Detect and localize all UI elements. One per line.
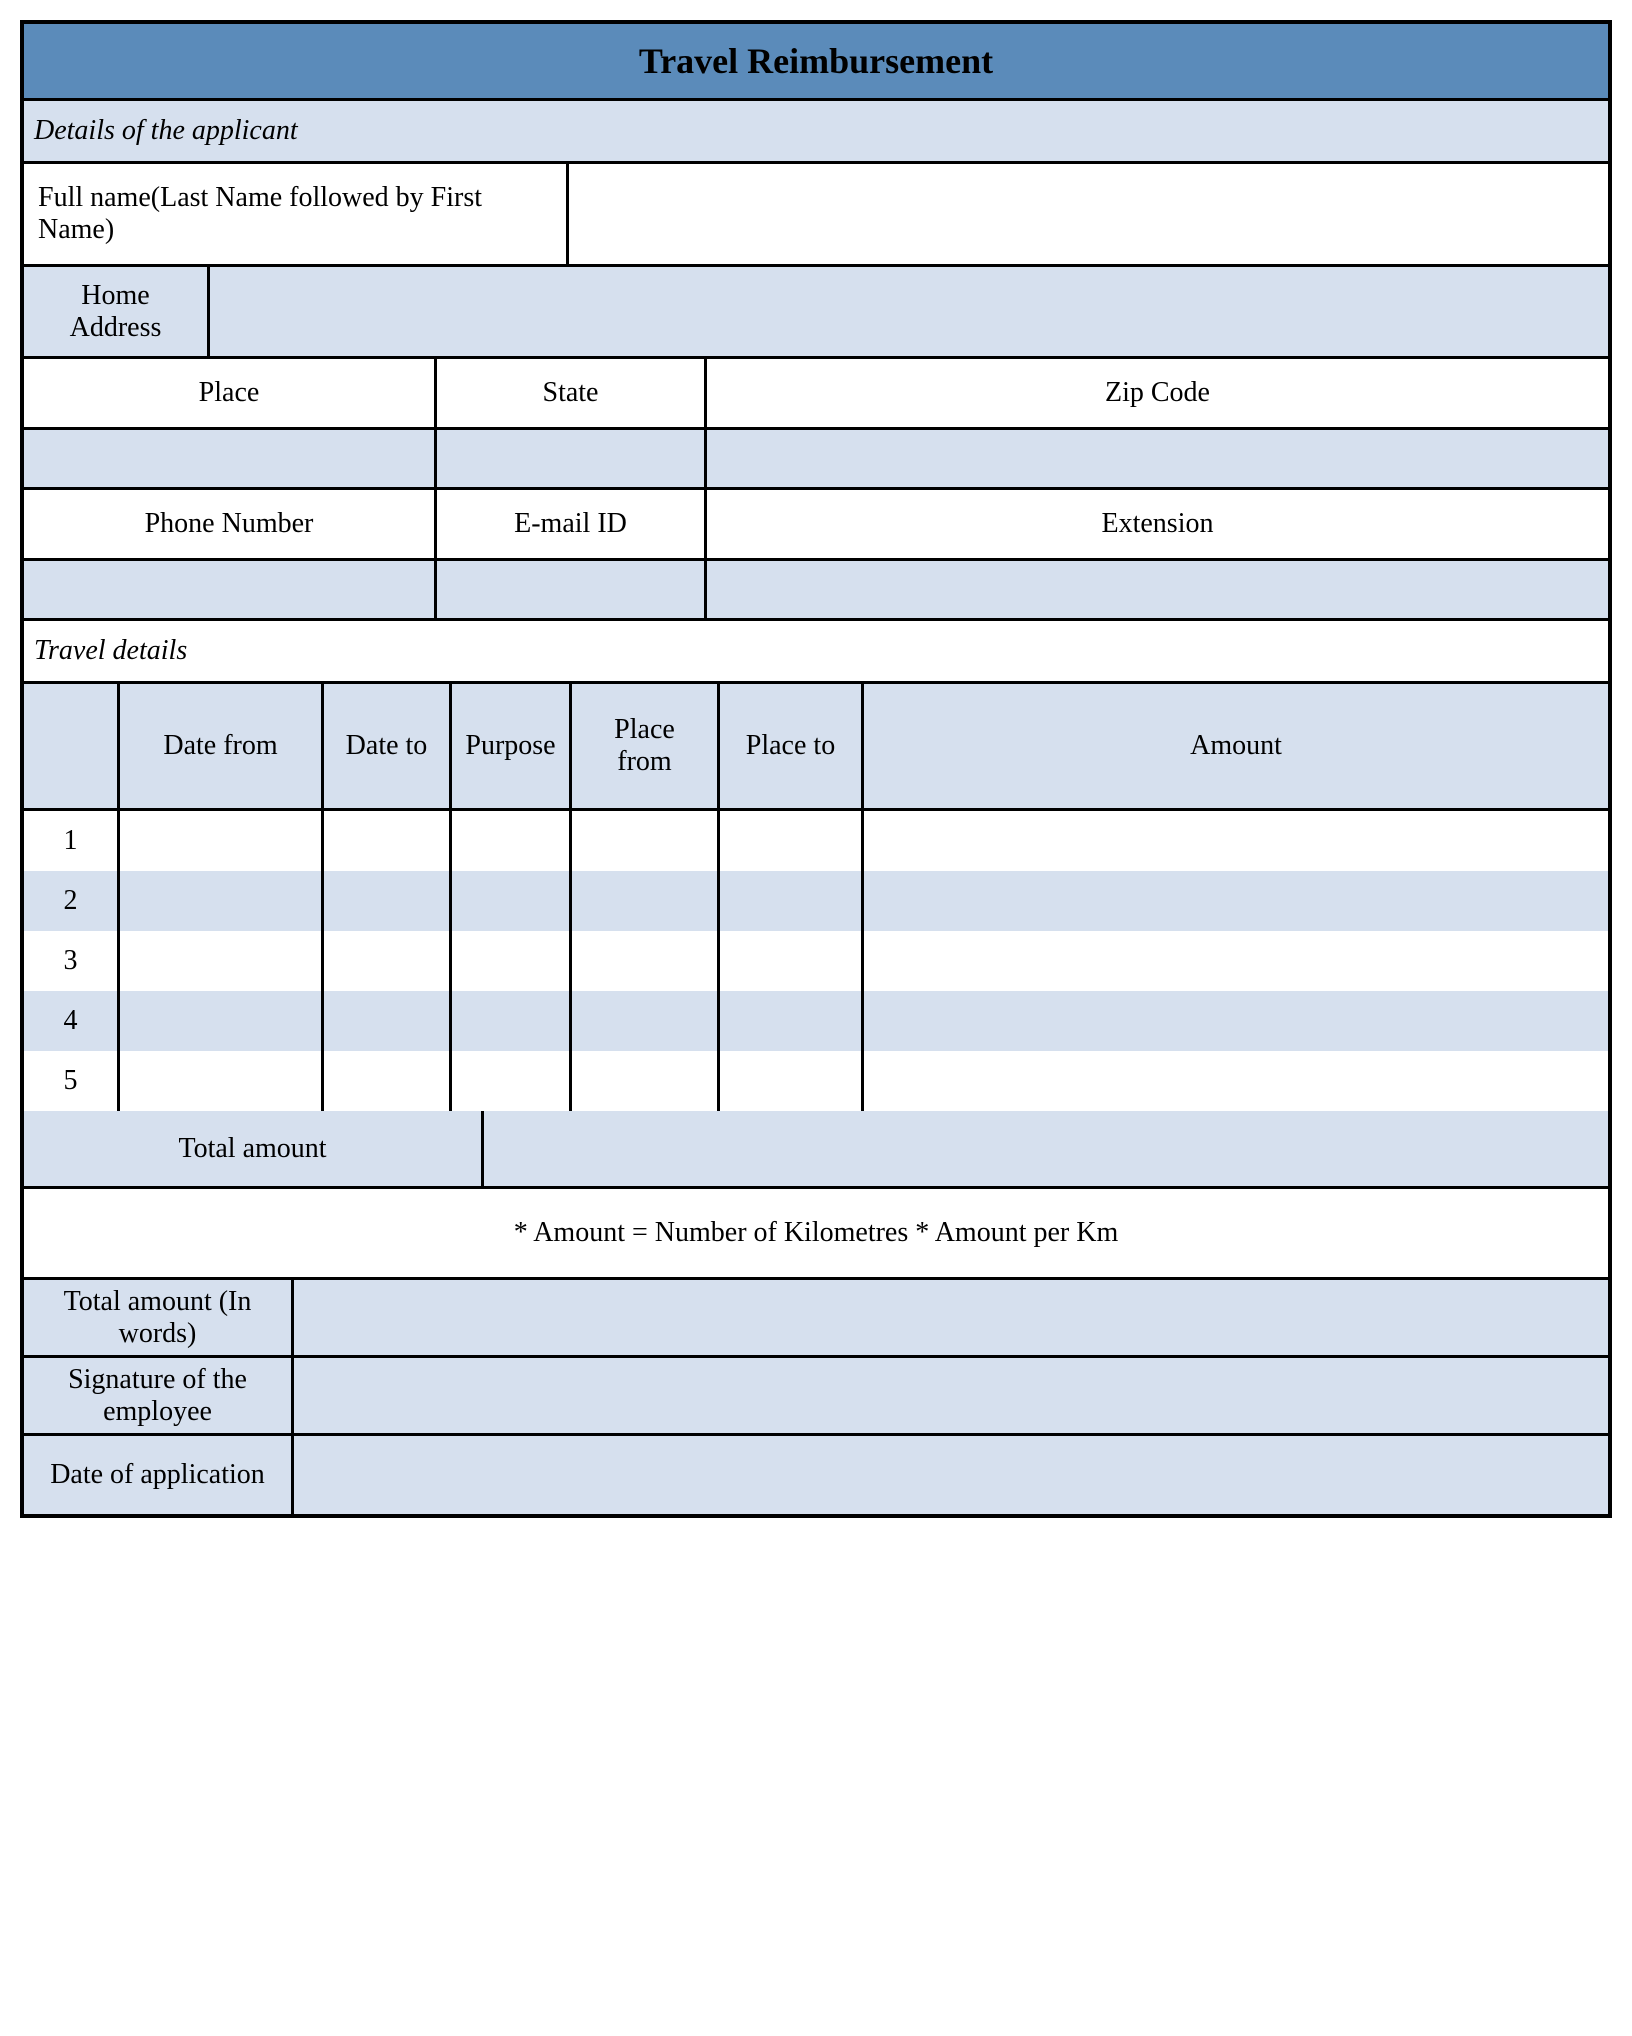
place-to-input[interactable] xyxy=(720,871,864,931)
row-number: 2 xyxy=(24,871,120,931)
travel-row: 4 xyxy=(24,991,1608,1051)
extension-label: Extension xyxy=(707,490,1608,558)
col-purpose: Purpose xyxy=(452,684,572,808)
date-from-input[interactable] xyxy=(120,811,324,871)
col-place-from: Place from xyxy=(572,684,720,808)
place-to-input[interactable] xyxy=(720,1051,864,1111)
amount-footnote: * Amount = Number of Kilometres * Amount… xyxy=(24,1189,1608,1280)
purpose-input[interactable] xyxy=(452,931,572,991)
travel-row: 3 xyxy=(24,931,1608,991)
row-number: 4 xyxy=(24,991,120,1051)
row-total-words: Total amount (In words) xyxy=(24,1280,1608,1358)
place-from-input[interactable] xyxy=(572,1051,720,1111)
email-label: E-mail ID xyxy=(437,490,707,558)
date-from-input[interactable] xyxy=(120,1051,324,1111)
row-place-labels: Place State Zip Code xyxy=(24,359,1608,430)
row-contact-values xyxy=(24,561,1608,621)
date-app-input[interactable] xyxy=(294,1436,1608,1514)
col-date-to: Date to xyxy=(324,684,452,808)
total-amount-input[interactable] xyxy=(484,1111,1608,1186)
amount-input[interactable] xyxy=(864,991,1608,1051)
date-to-input[interactable] xyxy=(324,1051,452,1111)
total-amount-label: Total amount xyxy=(24,1111,484,1186)
zip-label: Zip Code xyxy=(707,359,1608,427)
place-label: Place xyxy=(24,359,437,427)
form-container: Travel Reimbursement Details of the appl… xyxy=(20,20,1612,1518)
row-date-application: Date of application xyxy=(24,1436,1608,1514)
row-signature: Signature of the employee xyxy=(24,1358,1608,1436)
row-number: 1 xyxy=(24,811,120,871)
signature-label: Signature of the employee xyxy=(24,1358,294,1433)
date-app-label: Date of application xyxy=(24,1436,294,1514)
fullname-input[interactable] xyxy=(569,164,1608,264)
row-fullname: Full name(Last Name followed by First Na… xyxy=(24,164,1608,267)
place-from-input[interactable] xyxy=(572,931,720,991)
home-address-input[interactable] xyxy=(210,267,1608,356)
phone-label: Phone Number xyxy=(24,490,437,558)
section-travel-header: Travel details xyxy=(24,621,1608,684)
phone-input[interactable] xyxy=(24,561,437,618)
state-input[interactable] xyxy=(437,430,707,487)
date-from-input[interactable] xyxy=(120,991,324,1051)
travel-row: 2 xyxy=(24,871,1608,931)
date-to-input[interactable] xyxy=(324,931,452,991)
purpose-input[interactable] xyxy=(452,871,572,931)
place-from-input[interactable] xyxy=(572,991,720,1051)
date-to-input[interactable] xyxy=(324,811,452,871)
travel-row: 1 xyxy=(24,811,1608,871)
date-from-input[interactable] xyxy=(120,931,324,991)
email-input[interactable] xyxy=(437,561,707,618)
place-from-input[interactable] xyxy=(572,871,720,931)
row-place-values xyxy=(24,430,1608,490)
travel-table-header: Date from Date to Purpose Place from Pla… xyxy=(24,684,1608,811)
place-from-input[interactable] xyxy=(572,811,720,871)
travel-row: 5 xyxy=(24,1051,1608,1111)
amount-input[interactable] xyxy=(864,1051,1608,1111)
row-number: 5 xyxy=(24,1051,120,1111)
place-to-input[interactable] xyxy=(720,931,864,991)
col-place-to: Place to xyxy=(720,684,864,808)
signature-input[interactable] xyxy=(294,1358,1608,1433)
amount-input[interactable] xyxy=(864,811,1608,871)
purpose-input[interactable] xyxy=(452,991,572,1051)
travel-rows-container: 12345 xyxy=(24,811,1608,1111)
col-amount: Amount xyxy=(864,684,1608,808)
purpose-input[interactable] xyxy=(452,1051,572,1111)
amount-input[interactable] xyxy=(864,871,1608,931)
form-title: Travel Reimbursement xyxy=(24,24,1608,101)
state-label: State xyxy=(437,359,707,427)
section-applicant-header: Details of the applicant xyxy=(24,101,1608,164)
place-input[interactable] xyxy=(24,430,437,487)
date-to-input[interactable] xyxy=(324,871,452,931)
home-address-label: Home Address xyxy=(24,267,210,356)
date-to-input[interactable] xyxy=(324,991,452,1051)
zip-input[interactable] xyxy=(707,430,1608,487)
date-from-input[interactable] xyxy=(120,871,324,931)
place-to-input[interactable] xyxy=(720,991,864,1051)
fullname-label: Full name(Last Name followed by First Na… xyxy=(24,164,569,264)
row-home-address: Home Address xyxy=(24,267,1608,359)
row-contact-labels: Phone Number E-mail ID Extension xyxy=(24,490,1608,561)
place-to-input[interactable] xyxy=(720,811,864,871)
col-rownum xyxy=(24,684,120,808)
extension-input[interactable] xyxy=(707,561,1608,618)
total-words-input[interactable] xyxy=(294,1280,1608,1355)
purpose-input[interactable] xyxy=(452,811,572,871)
amount-input[interactable] xyxy=(864,931,1608,991)
travel-details-label: Travel details xyxy=(24,621,1608,681)
row-number: 3 xyxy=(24,931,120,991)
row-total-amount: Total amount xyxy=(24,1111,1608,1189)
total-words-label: Total amount (In words) xyxy=(24,1280,294,1355)
col-date-from: Date from xyxy=(120,684,324,808)
